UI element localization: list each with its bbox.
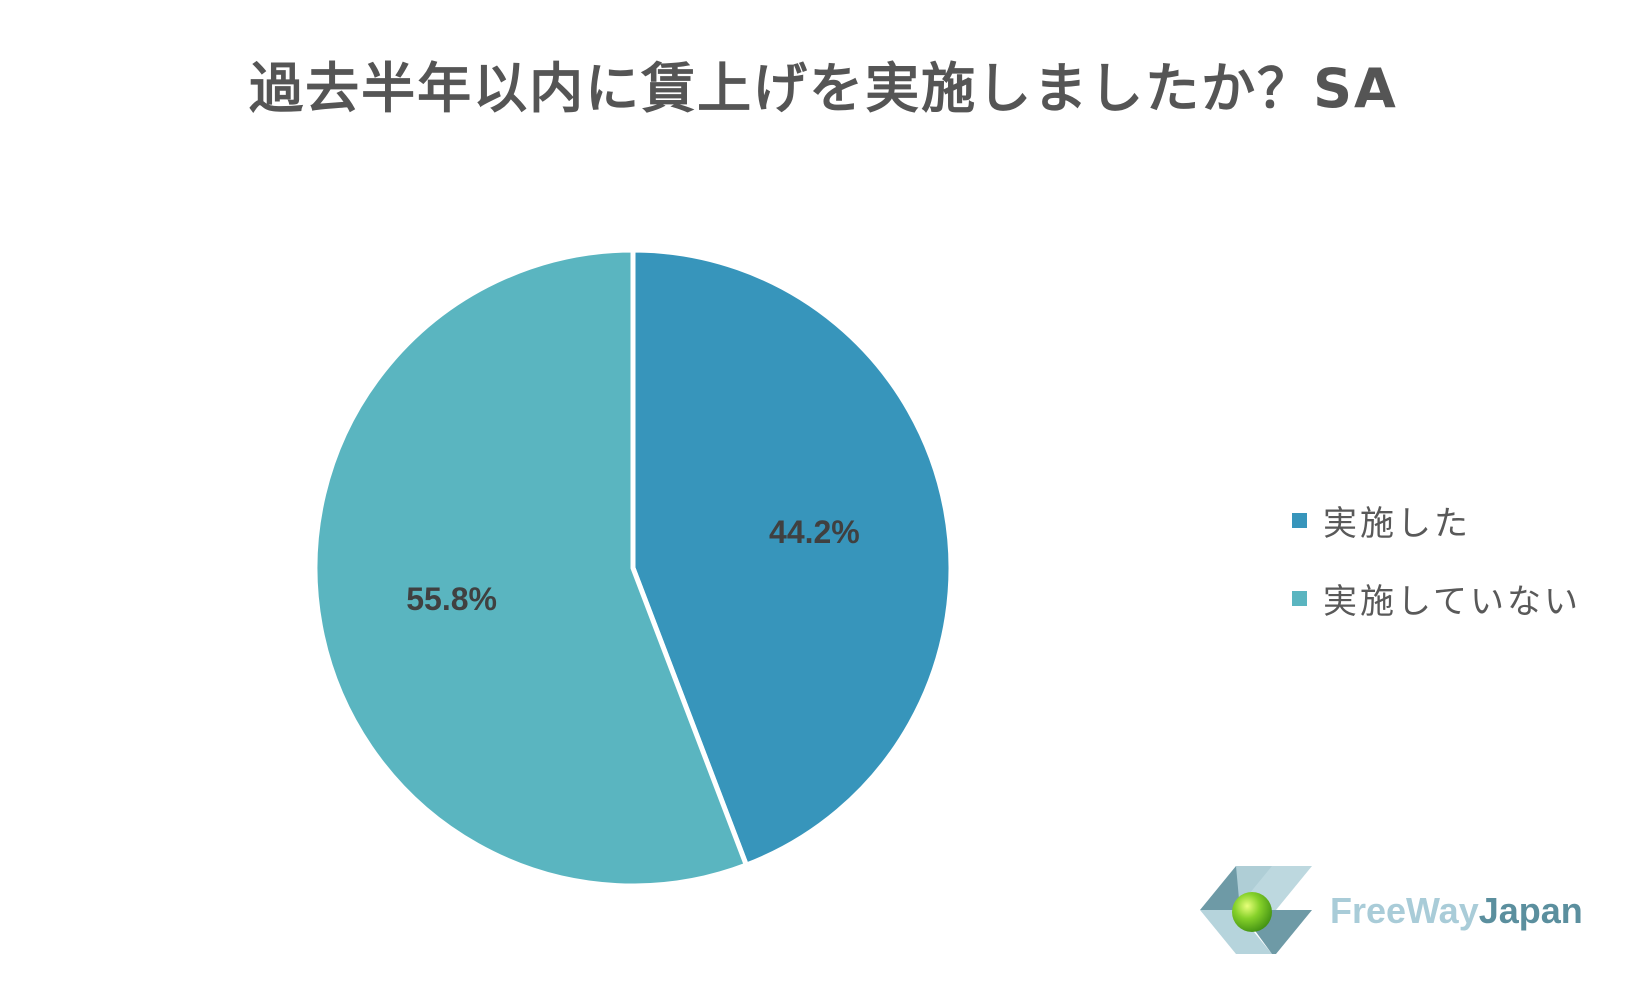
- freewayjapan-logo-mark-icon: [1200, 866, 1312, 954]
- chart-legend: 実施した 実施していない: [1292, 500, 1581, 656]
- pie-slice-not-implemented: [312, 247, 749, 889]
- data-label-not-implemented: 55.8%: [406, 581, 497, 617]
- logo-text-japan: Japan: [1478, 890, 1583, 931]
- legend-label-implemented: 実施した: [1323, 503, 1471, 544]
- freewayjapan-logo: FreeWayJapan: [1200, 862, 1600, 962]
- legend-item-not-implemented: 実施していない: [1292, 578, 1581, 622]
- legend-label-not-implemented: 実施していない: [1323, 581, 1581, 622]
- data-label-implemented: 44.2%: [769, 514, 860, 550]
- freewayjapan-logo-text: FreeWayJapan: [1330, 890, 1583, 932]
- legend-item-implemented: 実施した: [1292, 500, 1581, 544]
- pie-slice-implemented: [630, 247, 954, 868]
- pie-slices: [312, 247, 954, 889]
- legend-swatch-implemented: [1292, 512, 1307, 528]
- chart-title: 過去半年以内に賃上げを実施しましたか？SA: [249, 57, 1398, 120]
- logo-text-freeway: FreeWay: [1330, 890, 1479, 931]
- pie-data-labels: 44.2% 55.8%: [406, 514, 860, 617]
- legend-swatch-not-implemented: [1292, 590, 1307, 606]
